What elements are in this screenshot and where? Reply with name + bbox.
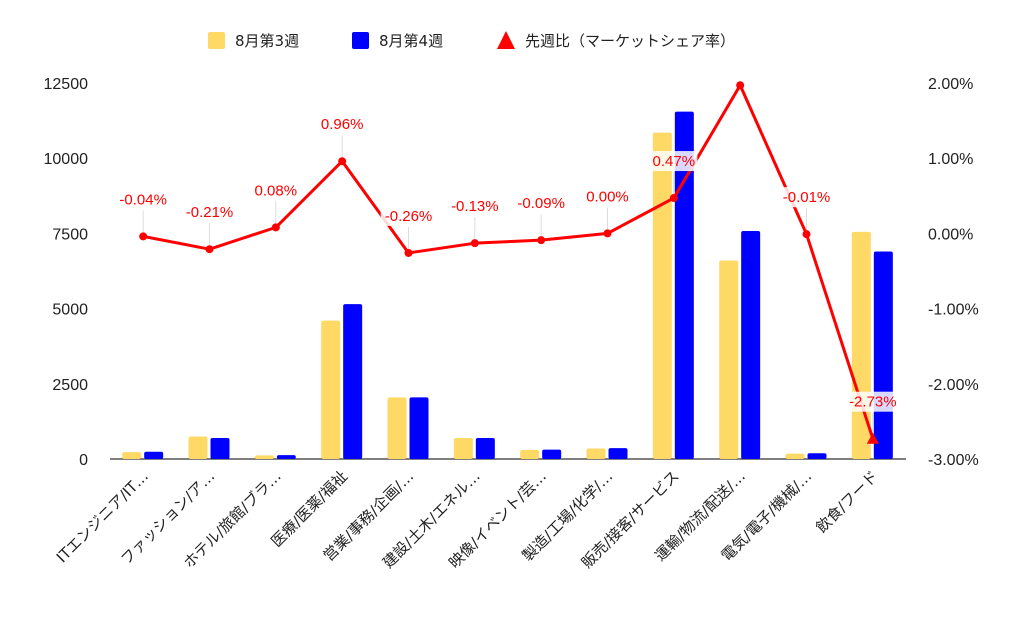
ratio-line: -0.04% -0.21% 0.08% 0.96% -0.26% -0.13% -0.09%… [115, 81, 901, 444]
bar-week3 [586, 448, 606, 459]
bar-week4 [276, 455, 296, 459]
data-label-bg [380, 205, 437, 226]
data-label-bg [513, 193, 569, 214]
ratio-point [736, 81, 745, 90]
right-tick-label: 0.00% [928, 226, 973, 243]
bar-week3 [520, 449, 540, 459]
data-label: -0.26% [385, 208, 433, 225]
data-label: 0.96% [321, 116, 364, 133]
bar-week4 [144, 451, 164, 459]
bar-week4 [409, 397, 429, 459]
data-label-bg [845, 391, 901, 412]
left-tick-label: 10000 [44, 151, 89, 168]
data-label-bg [584, 186, 631, 207]
bar-week3 [321, 320, 341, 459]
ratio-point [271, 223, 280, 232]
bar-week3 [122, 452, 142, 459]
ratio-point [537, 236, 546, 245]
bars [122, 111, 893, 460]
bar-week4 [807, 453, 827, 459]
data-label-bg [447, 196, 503, 217]
data-label-bg [181, 202, 238, 223]
bar-week4 [210, 437, 230, 459]
right-tick-label: -1.00% [928, 302, 979, 319]
left-tick-label: 7500 [52, 226, 88, 243]
data-label-bg [650, 151, 698, 172]
left-tick-label: 12500 [44, 76, 89, 93]
data-label-bg [252, 180, 300, 201]
data-label: 0.47% [653, 153, 696, 170]
legend-swatch [497, 31, 515, 49]
axes: 0 2500 5000 7500 10000 12500 -3.00% -2.00% -1.00… [44, 76, 979, 469]
bar-week3 [188, 436, 208, 459]
data-label: -0.13% [451, 198, 499, 215]
left-tick-label: 0 [79, 452, 88, 469]
bar-week3 [254, 455, 274, 459]
bar-week3 [387, 397, 407, 459]
data-label-bg [318, 114, 366, 135]
ratio-point [404, 248, 413, 257]
left-tick-label: 5000 [52, 302, 88, 319]
legend: 8月第3週 8月第4週 先週比（マーケットシェア率） [208, 31, 735, 50]
bar-week3 [453, 437, 473, 459]
data-label: 0.08% [255, 182, 298, 199]
legend-swatch [208, 32, 225, 49]
right-tick-label: -3.00% [928, 452, 979, 469]
right-tick-label: 1.00% [928, 151, 973, 168]
ratio-point [338, 157, 347, 166]
bar-week4 [674, 111, 694, 460]
data-label: -0.09% [517, 195, 565, 212]
category-labels: ITエンジニア/IT…ファッション/ア…ホテル/旅館/ブラ…医療/医薬/福祉営業… [53, 467, 882, 572]
legend-label: 8月第4週 [379, 32, 443, 50]
right-tick-label: -2.00% [928, 377, 979, 394]
bar-week3 [785, 453, 805, 459]
bar-week3 [652, 132, 672, 459]
bar-week4 [542, 449, 562, 459]
ratio-point [866, 432, 879, 444]
data-label: -0.01% [783, 189, 831, 206]
legend-label: 先週比（マーケットシェア率） [525, 32, 735, 50]
data-label-bg [115, 189, 171, 210]
ratio-point [802, 230, 811, 239]
data-label: -0.04% [119, 191, 167, 208]
category-label: 飲食/フード [812, 467, 881, 536]
ratio-point [603, 229, 612, 238]
legend-label: 8月第3週 [235, 32, 299, 50]
bar-week4 [343, 304, 363, 459]
bar-week4 [741, 230, 761, 459]
bar-week4 [608, 448, 628, 459]
bar-week4 [475, 437, 495, 459]
ratio-point [139, 232, 148, 241]
left-tick-label: 2500 [52, 377, 88, 394]
legend-swatch [352, 32, 369, 49]
ratio-line-path [142, 83, 875, 440]
bar-week4 [873, 251, 893, 459]
data-label: -0.21% [186, 204, 234, 221]
ratio-point [205, 245, 214, 254]
data-label: -2.73% [849, 394, 897, 411]
data-label-bg [778, 187, 835, 208]
right-tick-label: 2.00% [928, 76, 973, 93]
ratio-point [669, 194, 678, 203]
ratio-point [470, 239, 479, 248]
bar-week3 [719, 260, 739, 459]
data-label: 0.00% [586, 188, 629, 205]
